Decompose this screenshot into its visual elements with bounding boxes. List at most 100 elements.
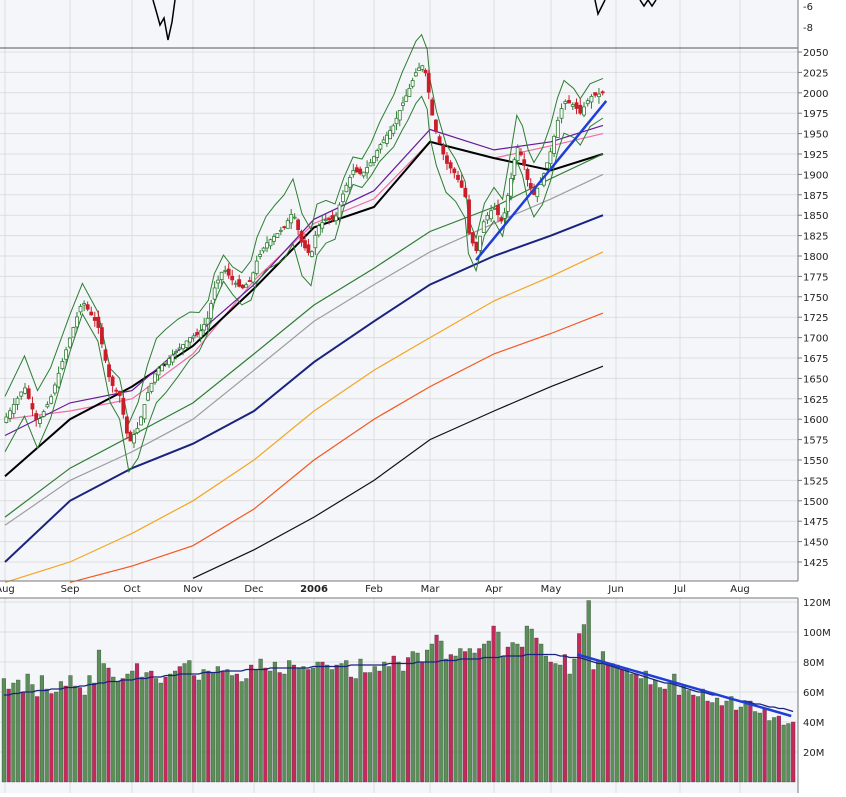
volume-bar [296, 667, 301, 783]
volume-bar [638, 678, 644, 783]
volume-bar [329, 669, 335, 783]
volume-bar [134, 663, 140, 783]
volume-bar [82, 694, 87, 783]
candle-body [334, 215, 338, 222]
volume-bar [382, 661, 387, 783]
candle-body [160, 364, 164, 372]
candle-body [585, 100, 590, 105]
volume-bar [244, 678, 249, 783]
candle-body [489, 210, 494, 220]
moving-average-line [4, 124, 604, 437]
candle-body [38, 418, 42, 424]
candle-body [181, 344, 185, 350]
volume-bar [196, 679, 201, 783]
candle-body [397, 110, 402, 121]
volume-tick-label: 100M [803, 628, 831, 639]
price-tick-label: 1575 [803, 436, 828, 447]
volume-bar [743, 703, 748, 783]
top-tick-label: -8 [803, 23, 813, 34]
candle-body [195, 332, 200, 335]
volume-bar [149, 670, 154, 783]
volume-bar [73, 685, 78, 783]
volume-bar [434, 634, 439, 783]
volume-bar [6, 688, 11, 783]
candle-body [330, 215, 335, 220]
candle-body [341, 193, 345, 202]
candle-body [309, 251, 314, 257]
volume-bar [101, 663, 106, 783]
volume-bar [634, 673, 639, 783]
x-tick-label: Nov [183, 584, 203, 595]
volume-bar [334, 664, 339, 783]
volume-bar [757, 712, 762, 783]
candle-body [410, 80, 415, 87]
candle-body [417, 67, 421, 71]
candle-body [128, 431, 133, 442]
volume-bar [211, 672, 216, 783]
candle-body [212, 287, 217, 300]
volume-moving-average [3, 653, 794, 713]
price-tick-label: 1775 [803, 272, 828, 283]
volume-bar [363, 672, 368, 783]
volume-bar [386, 666, 392, 783]
volume-bar [581, 624, 587, 783]
volume-bar [39, 675, 44, 783]
candle-body [593, 92, 598, 96]
volume-bar [610, 663, 615, 783]
volume-bar [515, 643, 520, 783]
volume-bar [339, 663, 344, 783]
volume-bar [310, 667, 315, 783]
volume-bar [234, 673, 239, 783]
candle-body [515, 147, 520, 161]
volume-bar [1, 678, 6, 783]
volume-bar [111, 676, 116, 783]
volume-bar [463, 651, 468, 783]
x-tick-label: Feb [365, 584, 383, 595]
volume-bar [239, 681, 244, 783]
candle-body [233, 282, 238, 285]
candle-body [11, 404, 16, 414]
candle-body [110, 376, 115, 386]
candle-body [299, 230, 304, 243]
volume-bar [225, 669, 230, 783]
candle-body [337, 204, 342, 218]
volume-bar [539, 643, 544, 783]
volume-bar [25, 673, 30, 783]
candles-layer [4, 62, 605, 449]
volume-bar [315, 661, 320, 783]
candle-body [552, 135, 556, 154]
candle-body [361, 171, 366, 177]
volume-bar [96, 649, 102, 783]
volume-bar [672, 673, 677, 783]
volume-bar [553, 663, 558, 783]
candle-body [117, 390, 122, 396]
candle-body [139, 416, 143, 426]
candle-body [52, 384, 57, 394]
volume-bar [734, 709, 739, 783]
volume-bar [396, 661, 401, 783]
candle-body [384, 134, 389, 144]
volume-bar [767, 720, 772, 783]
candle-body [8, 410, 12, 419]
volume-bar [619, 669, 625, 783]
moving-average-line [69, 312, 604, 583]
candle-body [135, 428, 140, 433]
candle-body [34, 413, 39, 421]
volume-bar [401, 670, 406, 783]
volume-bar [776, 715, 781, 783]
candle-body [124, 416, 129, 434]
candle-body [265, 242, 269, 249]
candle-body [401, 102, 405, 106]
candle-body [174, 351, 178, 354]
candle-body [452, 168, 457, 174]
top-tick-label: -6 [803, 2, 813, 13]
volume-bar [657, 687, 663, 783]
candle-body [170, 354, 175, 363]
volume-bar [391, 655, 396, 783]
volume-bar [153, 678, 159, 783]
moving-average-line [4, 214, 604, 563]
volume-bar [691, 694, 696, 783]
candle-body [597, 93, 601, 98]
candle-body [375, 150, 380, 158]
volume-bar [762, 708, 767, 783]
